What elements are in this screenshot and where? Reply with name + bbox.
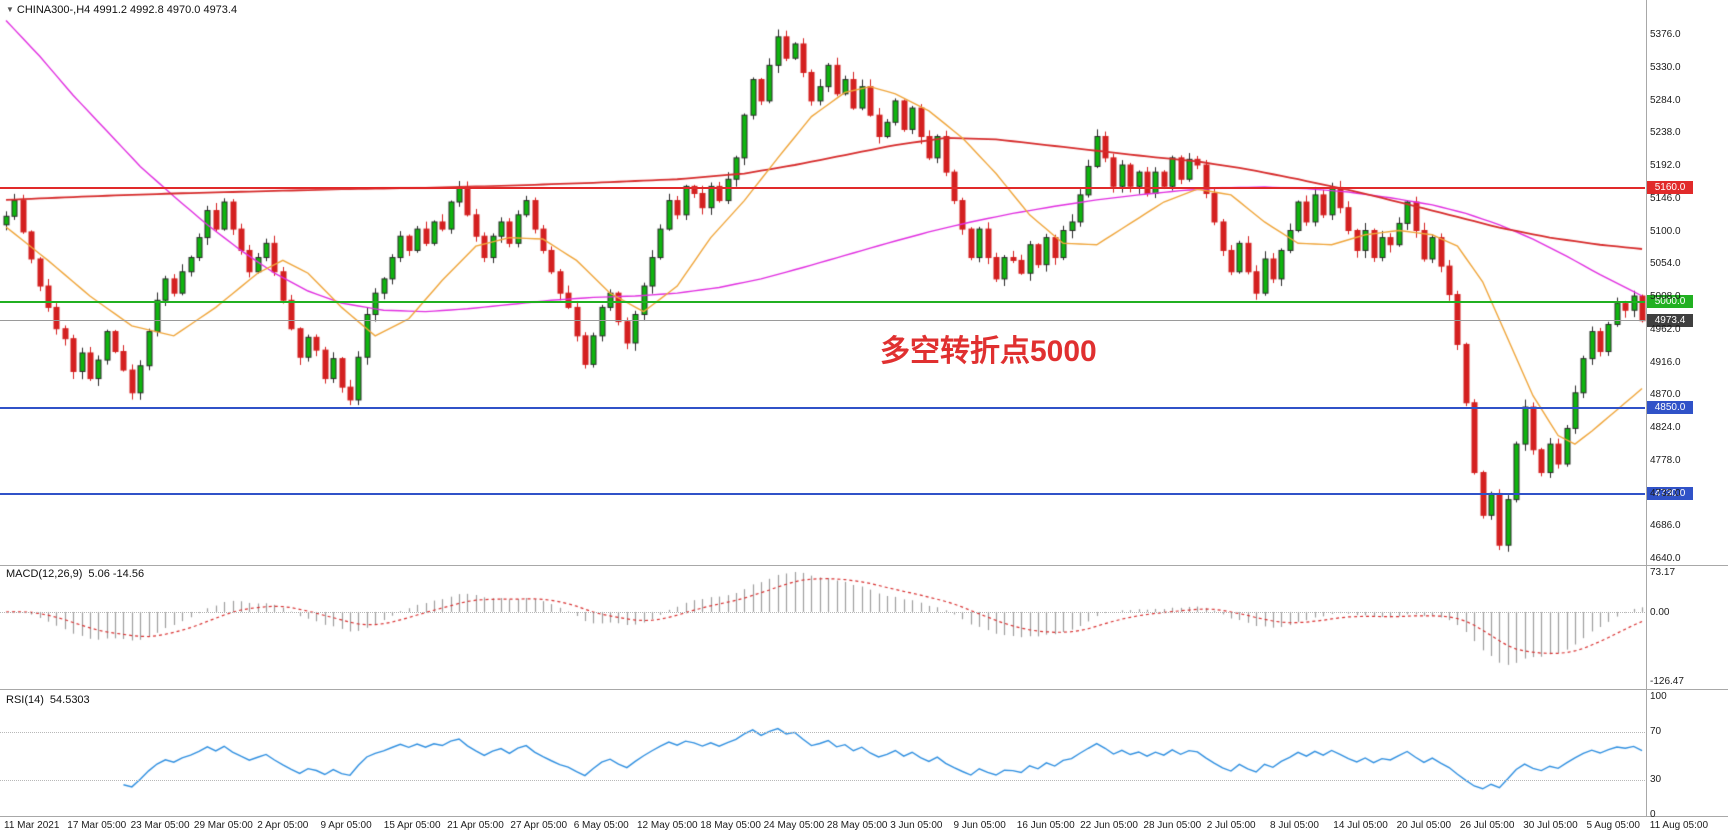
price-axis-label: 4778.0 — [1650, 454, 1681, 466]
time-axis-label: 20 Jul 05:00 — [1396, 820, 1452, 831]
rsi-axis-label: 30 — [1650, 773, 1662, 785]
rsi-axis-label: 100 — [1650, 691, 1667, 702]
price-axis-label: 5376.0 — [1650, 29, 1681, 40]
rsi-level-line-70 — [0, 732, 1645, 734]
price-axis-label: 4640.0 — [1650, 553, 1681, 564]
price-axis-label: 5100.0 — [1650, 225, 1681, 237]
panel-separator-timeaxis[interactable] — [0, 816, 1728, 817]
price-axis-label: 4732.0 — [1650, 487, 1681, 499]
panel-separator-rsi[interactable] — [0, 689, 1728, 690]
time-axis-label: 12 May 05:00 — [637, 820, 698, 831]
time-axis-label: 9 Jun 05:00 — [953, 820, 1006, 831]
time-axis-label: 3 Jun 05:00 — [890, 820, 943, 831]
time-axis-label: 29 Mar 05:00 — [193, 820, 253, 831]
panel-separator-macd[interactable] — [0, 565, 1728, 566]
time-axis-label: 11 Aug 05:00 — [1649, 820, 1708, 831]
price-axis-label: 5330.0 — [1650, 61, 1681, 73]
time-axis-label: 27 Apr 05:00 — [510, 820, 568, 831]
price-tag-5160.0[interactable]: 5160.0 — [1647, 180, 1693, 194]
symbol-period-label: CHINA300-,H4 — [16, 4, 91, 16]
time-axis-label: 30 Jul 05:00 — [1523, 820, 1578, 831]
price-axis-label: 4916.0 — [1650, 356, 1681, 368]
time-axis-label: 8 Jul 05:00 — [1270, 820, 1319, 831]
price-axis-label: 4870.0 — [1650, 389, 1681, 401]
macd-axis-label: -126.47 — [1650, 676, 1684, 688]
price-axis-label: 5238.0 — [1650, 127, 1681, 139]
macd-indicator-title: MACD(12,26,9) 5.06 -14.56 — [6, 568, 150, 580]
macd-values: 5.06 -14.56 — [88, 568, 145, 580]
time-axis-label: 14 Jul 05:00 — [1333, 820, 1388, 831]
time-axis-label: 28 Jun 05:00 — [1143, 820, 1202, 831]
price-axis-label: 5008.0 — [1650, 291, 1681, 302]
chart-annotation[interactable]: 多空转折点5000 — [880, 335, 1097, 368]
hline-4730.0[interactable] — [0, 492, 1645, 495]
macd-axis-label: 73.17 — [1650, 567, 1676, 578]
ohlc-values: 4991.2 4992.8 4970.0 4973.4 — [93, 4, 238, 16]
price-axis-label: 5146.0 — [1650, 192, 1681, 204]
time-axis-label: 23 Mar 05:00 — [130, 820, 190, 831]
rsi-indicator-title: RSI(14) 54.5303 — [6, 694, 96, 706]
hline-4850.0[interactable] — [0, 407, 1645, 410]
macd-label: MACD(12,26,9) — [6, 568, 83, 580]
time-axis-label: 28 May 05:00 — [826, 820, 888, 831]
time-axis-label: 22 Jun 05:00 — [1080, 820, 1138, 831]
hline-5160.0[interactable] — [0, 186, 1645, 189]
time-axis-label: 11 Mar 2021 — [4, 820, 60, 831]
price-tag-5000.0[interactable]: 5000.0 — [1647, 294, 1693, 308]
time-axis-label: 9 Apr 05:00 — [320, 820, 372, 831]
time-axis-label: 18 May 05:00 — [700, 820, 761, 831]
time-axis-label: 16 Jun 05:00 — [1016, 820, 1075, 831]
price-axis-label: 4686.0 — [1650, 520, 1681, 532]
rsi-label: RSI(14) — [6, 694, 44, 706]
chart-symbol-title: ▼ CHINA300-,H4 4991.2 4992.8 4970.0 4973.… — [6, 4, 237, 16]
time-axis-label: 6 May 05:00 — [573, 820, 629, 831]
chart-marker-icon: ▼ — [6, 5, 14, 14]
price-axis-label: 4824.0 — [1650, 422, 1681, 433]
time-axis-label: 17 Mar 05:00 — [67, 820, 127, 831]
macd-zero-line — [0, 612, 1645, 613]
time-axis-label: 15 Apr 05:00 — [383, 820, 441, 831]
price-axis-border — [1646, 0, 1647, 816]
price-axis-label: 5192.0 — [1650, 160, 1681, 171]
time-axis-label: 2 Jul 05:00 — [1206, 820, 1256, 831]
rsi-axis-label: 0 — [1650, 809, 1656, 820]
price-tag-4730.0[interactable]: 4730.0 — [1647, 486, 1693, 500]
time-axis-label: 2 Apr 05:00 — [257, 820, 309, 831]
rsi-value: 54.5303 — [49, 694, 90, 706]
price-tag-4973.4[interactable]: 4973.4 — [1647, 313, 1693, 327]
macd-axis-label: 0.00 — [1650, 607, 1670, 618]
time-axis-label: 24 May 05:00 — [763, 820, 825, 831]
price-axis-label: 4962.0 — [1650, 323, 1681, 335]
time-axis-label: 26 Jul 05:00 — [1459, 820, 1515, 831]
price-tag-4850.0[interactable]: 4850.0 — [1647, 401, 1693, 415]
rsi-axis-label: 70 — [1650, 726, 1662, 738]
time-axis-label: 21 Apr 05:00 — [447, 820, 504, 831]
rsi-level-line-30 — [0, 779, 1645, 781]
price-axis-label: 5284.0 — [1650, 94, 1681, 106]
time-axis-label: 5 Aug 05:00 — [1586, 820, 1640, 831]
price-axis-label: 5054.0 — [1650, 258, 1681, 270]
hline-4973.4[interactable] — [0, 320, 1645, 322]
hline-5000.0[interactable] — [0, 300, 1645, 303]
